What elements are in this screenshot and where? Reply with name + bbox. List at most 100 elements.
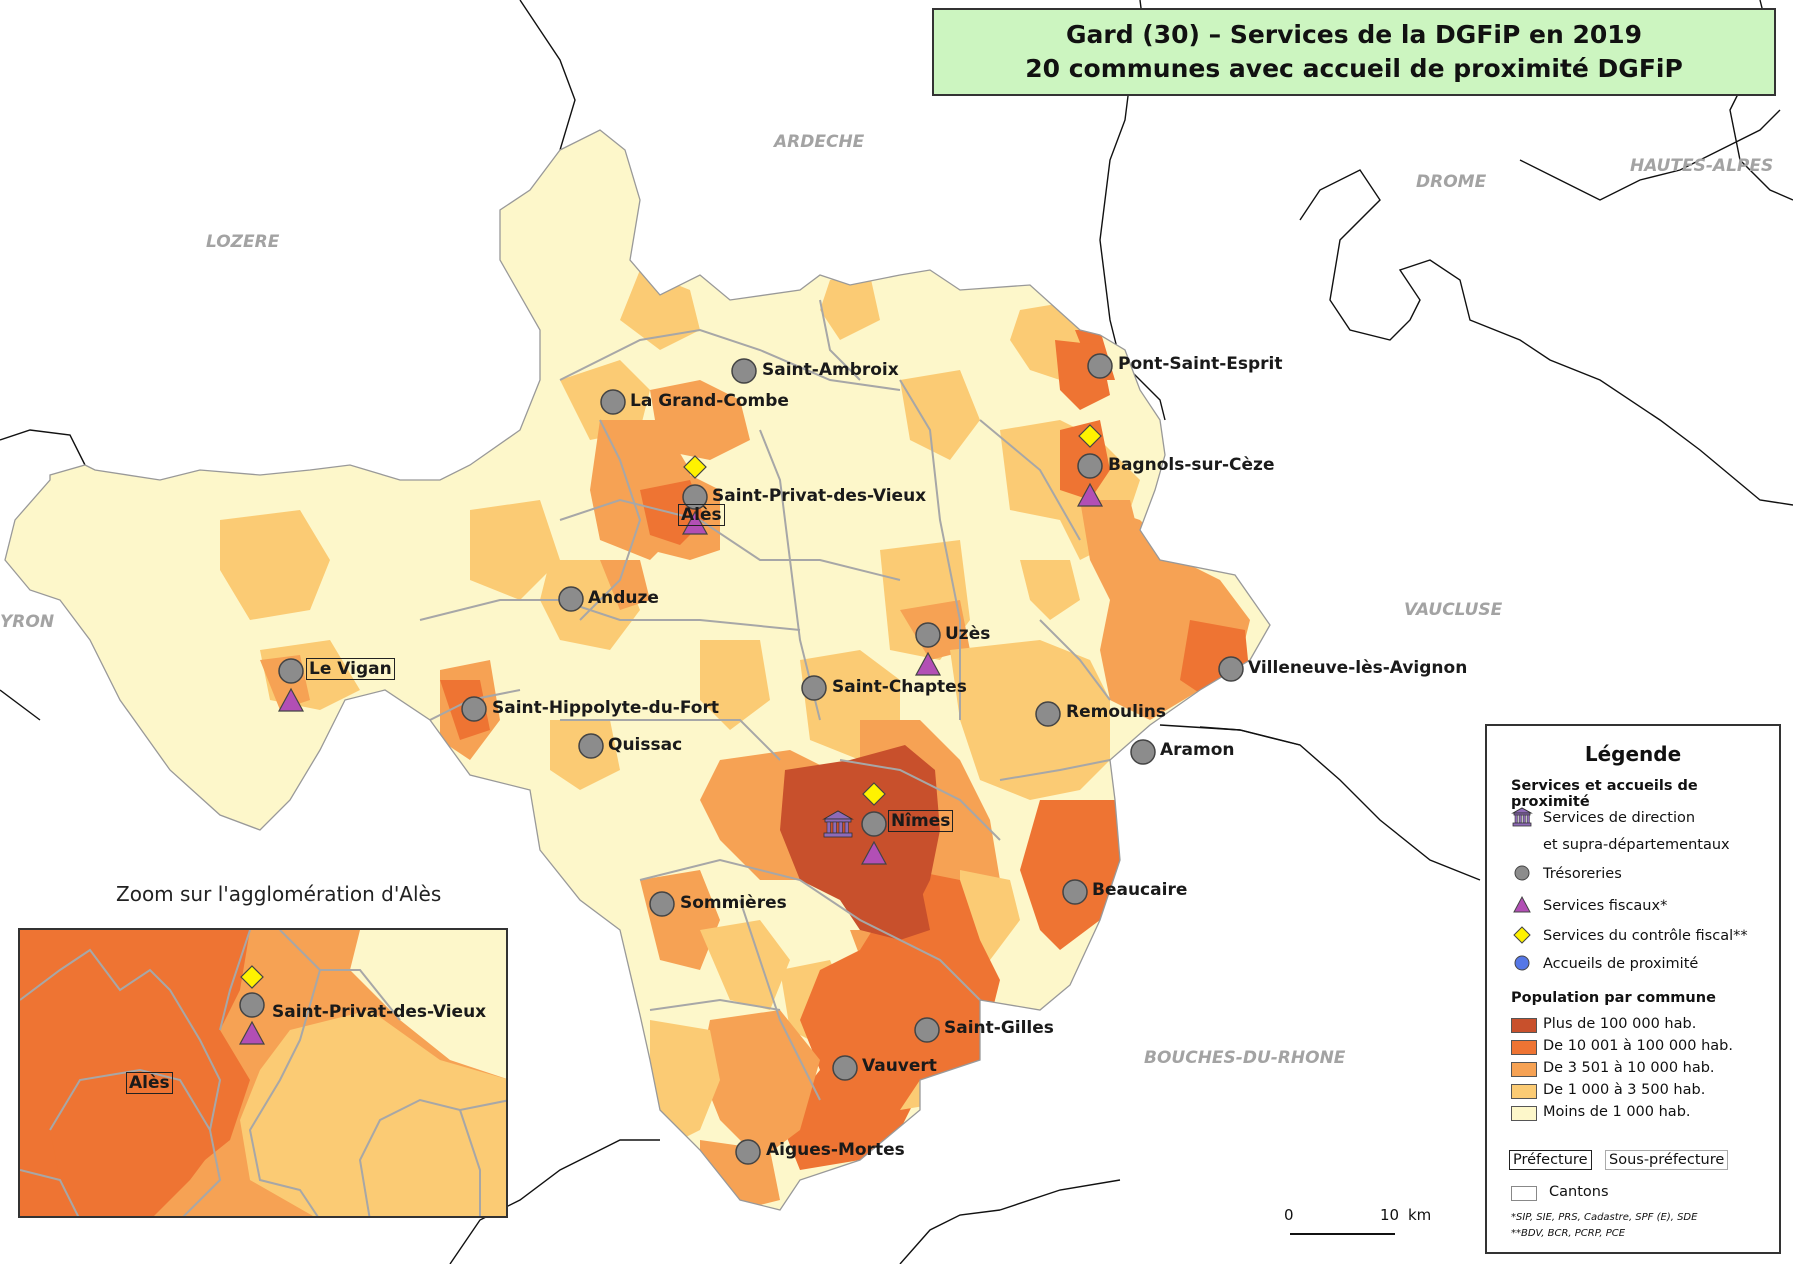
tresorerie-icon <box>1077 453 1103 479</box>
scale-ten: 10 <box>1380 1206 1400 1224</box>
fiscal-icon <box>681 510 709 535</box>
region-label-ardeche: ARDECHE <box>774 132 865 152</box>
population-class-label: De 1 000 à 3 500 hab. <box>1543 1082 1706 1098</box>
region-label-bouches-du-rhone: BOUCHES-DU-RHONE <box>1144 1048 1346 1068</box>
legend-section-population: Population par commune <box>1511 990 1716 1006</box>
population-class-label: De 10 001 à 100 000 hab. <box>1543 1038 1733 1054</box>
zoom-label-saint-privat-des-vieux: Saint-Privat-des-Vieux <box>272 1002 487 1022</box>
tresorerie-icon <box>278 658 304 684</box>
place-label-aigues-mortes: Aigues-Mortes <box>766 1140 905 1160</box>
fiscal-icon <box>860 840 888 865</box>
tresorerie-icon <box>861 811 887 837</box>
zoom-label-ales: Alès <box>126 1072 173 1094</box>
place-label-saint-chaptes: Saint-Chaptes <box>832 677 967 697</box>
place-label-le-vigan: Le Vigan <box>306 658 395 680</box>
direction-base-shape <box>823 832 853 838</box>
zoom-inset: Alès Saint-Privat-des-Vieux <box>18 928 508 1218</box>
region-label-lozere: LOZERE <box>206 232 280 252</box>
region-label-aveyron: YRON <box>0 612 55 632</box>
tresorerie-icon <box>914 1017 940 1043</box>
zoom-title: Zoom sur l'agglomération d'Alès <box>116 882 442 906</box>
tresorerie-icon <box>1514 865 1530 881</box>
zoom-map <box>20 930 506 1216</box>
zoom-symbols <box>238 965 266 1045</box>
controle-icon <box>1078 424 1102 448</box>
legend-footnote2: **BDV, BCR, PCRP, PCE <box>1511 1228 1626 1239</box>
tresorerie-icon <box>915 622 941 648</box>
place-label-nimes: Nîmes <box>888 810 954 832</box>
region-label-drome: DROME <box>1416 172 1487 192</box>
population-class-label: De 3 501 à 10 000 hab. <box>1543 1060 1715 1076</box>
place-label-bagnols-sur-ceze: Bagnols-sur-Cèze <box>1108 455 1275 475</box>
fiscal-icon <box>1076 482 1104 507</box>
fiscal-icon <box>1513 895 1531 913</box>
tresorerie-icon <box>832 1055 858 1081</box>
place-label-quissac: Quissac <box>608 735 683 755</box>
legend-prefecture: Préfecture <box>1509 1150 1592 1170</box>
service-symbols <box>277 353 1244 1165</box>
tresorerie-icon <box>1062 879 1088 905</box>
tresorerie-icon <box>649 891 675 917</box>
tresorerie-icon <box>1087 353 1113 379</box>
population-swatch <box>1511 1040 1537 1055</box>
place-label-anduze: Anduze <box>588 588 659 608</box>
place-label-saint-gilles: Saint-Gilles <box>944 1018 1054 1038</box>
tresorerie-icon <box>558 586 584 612</box>
place-label-sommieres: Sommières <box>680 893 787 913</box>
population-swatch <box>1511 1084 1537 1099</box>
legend-fiscaux: Services fiscaux* <box>1543 898 1668 914</box>
scale-unit: km <box>1408 1206 1432 1224</box>
direction-column-shape <box>826 821 831 834</box>
place-label-vauvert: Vauvert <box>862 1056 937 1076</box>
fiscal-icon <box>238 1020 266 1045</box>
place-label-beaucaire: Beaucaire <box>1092 880 1188 900</box>
place-label-saint-hippolyte-du-fort: Saint-Hippolyte-du-Fort <box>492 698 719 718</box>
controle-icon <box>240 965 264 989</box>
legend-accueils: Accueils de proximité <box>1543 956 1699 972</box>
controle-icon <box>683 455 707 479</box>
population-swatch <box>1511 1106 1537 1121</box>
legend: Légende Services et accueils de proximit… <box>1485 724 1781 1254</box>
canton-swatch <box>1511 1186 1537 1201</box>
tresorerie-icon <box>1035 701 1061 727</box>
place-label-villeneuve-les-avignon: Villeneuve-lès-Avignon <box>1248 658 1468 678</box>
place-label-aramon: Aramon <box>1160 740 1235 760</box>
tresorerie-icon <box>682 484 708 510</box>
place-label-ales: Alès <box>678 504 725 526</box>
place-label-uzes: Uzès <box>945 624 991 644</box>
legend-tresoreries: Trésoreries <box>1543 866 1622 882</box>
legend-section-services: Services et accueils de proximité <box>1511 778 1698 810</box>
tresorerie-icon <box>1130 739 1156 765</box>
legend-controle: Services du contrôle fiscal** <box>1543 928 1748 944</box>
direction-architrave-shape <box>824 818 852 823</box>
legend-title: Légende <box>1584 742 1682 766</box>
tresorerie-icon <box>461 696 487 722</box>
population-swatch <box>1511 1062 1537 1077</box>
direction-column-shape <box>832 821 837 834</box>
tresorerie-icon <box>239 992 265 1018</box>
rivers-coast <box>999 726 1301 1211</box>
legend-cantons: Cantons <box>1549 1184 1609 1200</box>
place-label-saint-privat-des-vieux: Saint-Privat-des-Vieux <box>712 486 927 506</box>
legend-direction-line2: et supra-départementaux <box>1543 837 1730 853</box>
map-title: Gard (30) – Services de la DGFiP en 2019… <box>932 8 1776 96</box>
place-label-saint-ambroix: Saint-Ambroix <box>762 360 899 380</box>
tresorerie-icon <box>735 1139 761 1165</box>
fiscal-icon <box>914 651 942 676</box>
map-title-line2: 20 communes avec accueil de proximité DG… <box>1025 54 1683 83</box>
tresorerie-icon <box>578 733 604 759</box>
legend-sous-prefecture: Sous-préfecture <box>1605 1150 1729 1170</box>
tresorerie-icon <box>801 675 827 701</box>
map-title-line1: Gard (30) – Services de la DGFiP en 2019 <box>1065 20 1643 49</box>
tresorerie-icon <box>1218 656 1244 682</box>
region-label-vaucluse: VAUCLUSE <box>1404 600 1503 620</box>
controle-icon <box>1513 926 1531 944</box>
direction-column-shape <box>838 821 843 834</box>
legend-footnote1: *SIP, SIE, PRS, Cadastre, SPF (E), SDE <box>1511 1212 1698 1223</box>
place-label-remoulins: Remoulins <box>1066 702 1166 722</box>
region-label-hautes-alpes: HAUTES-ALPES <box>1630 156 1774 176</box>
direction-icon <box>1511 807 1533 827</box>
accueil-icon <box>1514 955 1530 971</box>
population-class-label: Moins de 1 000 hab. <box>1543 1104 1691 1120</box>
